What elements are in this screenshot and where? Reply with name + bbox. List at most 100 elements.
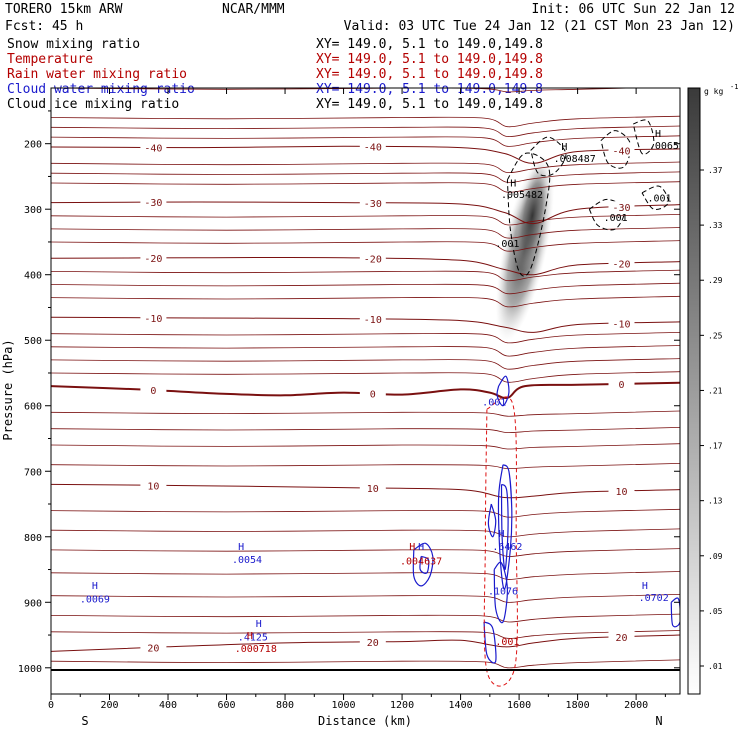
pressure-contour-15 <box>51 358 680 370</box>
y-tick-label-0: 200 <box>24 140 42 151</box>
annotation-9: H <box>418 542 424 553</box>
x-axis-label: Distance (km) <box>318 714 412 728</box>
cloud-water-contour-5 <box>483 621 497 664</box>
pressure-contour-1 <box>51 115 680 128</box>
x-tick-label-9: 1800 <box>566 700 590 711</box>
pressure-contour-2 <box>51 125 680 138</box>
annotation-8: H <box>409 542 415 553</box>
isotherm-label-bg-3c <box>608 317 635 330</box>
legend-name-3: Cloud water mixing ratio <box>7 82 195 97</box>
colorbar-tick-label-5: .21 <box>708 386 723 395</box>
colorbar-tick-label-9: .37 <box>708 166 723 175</box>
isotherm-label-5b: 10 <box>367 484 379 495</box>
x-tick-label-5: 1000 <box>332 700 356 711</box>
temperature-contours <box>51 88 680 669</box>
cloud-water-contour-8 <box>670 597 680 628</box>
pressure-contour-5 <box>51 171 680 183</box>
isotherm-label-bg-2b <box>359 252 386 265</box>
annotation-26: .001 <box>604 213 628 224</box>
y-tick-label-3: 500 <box>24 336 42 347</box>
legend-xy-1: XY= 149.0, 5.1 to 149.0,149.8 <box>316 52 543 67</box>
isotherm-2 <box>51 256 680 276</box>
annotation-10: .004637 <box>400 556 442 567</box>
cloud-water-contour-4 <box>493 561 509 624</box>
y-tick-label-5: 700 <box>24 467 42 478</box>
cloud-water-contour-3 <box>487 503 497 538</box>
pressure-contour-8 <box>51 227 680 239</box>
pressure-contour-10 <box>51 269 680 282</box>
valid-time: Valid: 03 UTC Tue 24 Jan 12 (21 CST Mon … <box>344 19 735 34</box>
legend-name-0: Snow mixing ratio <box>7 37 140 52</box>
isotherm-label-bg-1b <box>359 196 386 209</box>
isotherm-label-bg-3b <box>359 313 386 326</box>
isotherm-label-1c: -30 <box>612 203 630 214</box>
isotherm-label-0a: -40 <box>144 143 162 154</box>
isotherm-label-3c: -10 <box>612 319 630 330</box>
pressure-contour-7 <box>51 214 680 226</box>
isotherm-label-bg-1c <box>608 201 635 214</box>
isotherm-label-bg-4c <box>608 377 635 390</box>
y-axis-label: Pressure (hPa) <box>1 339 15 440</box>
pressure-contour-20 <box>51 463 680 470</box>
colorbar-tick-label-6: .25 <box>708 331 723 340</box>
x-tick-label-7: 1400 <box>449 700 473 711</box>
pressure-contour-26 <box>51 613 680 623</box>
plot-area <box>51 88 680 687</box>
legend-name-4: Cloud ice mixing ratio <box>7 97 179 112</box>
isotherm-label-3a: -10 <box>144 314 162 325</box>
annotation-19: .005482 <box>501 190 543 201</box>
y-tick-label-8: 1000 <box>18 664 42 675</box>
pressure-contour-28 <box>51 659 680 669</box>
annotation-11: H <box>499 529 505 540</box>
annotation-20: H <box>561 142 567 153</box>
annotation-14: .001 <box>495 637 519 648</box>
isotherm-4 <box>51 381 680 400</box>
isotherm-label-2c: -20 <box>612 259 630 270</box>
isotherm-label-6a: 20 <box>147 643 159 654</box>
pressure-contour-22 <box>51 528 680 538</box>
y-tick-label-1: 300 <box>24 205 42 216</box>
rain-water-contour-0 <box>483 396 518 687</box>
isotherm-label-0b: -40 <box>364 143 382 154</box>
colorbar-tick-label-7: .29 <box>708 276 723 285</box>
isotherm-label-5a: 10 <box>147 481 159 492</box>
pressure-contour-0 <box>51 88 645 93</box>
pressure-contour-17 <box>51 410 680 417</box>
cloud-ice-contour-4 <box>588 198 626 231</box>
pressure-contour-16 <box>51 371 680 383</box>
cloud-ice-contour-5 <box>641 185 669 211</box>
isotherm-label-bg-3a <box>140 311 167 324</box>
annotation-1: .0069 <box>80 594 110 605</box>
isotherm-label-bg-4a <box>140 384 167 397</box>
colorbar: g kg -1 .01 .05 .09 .13 .17 .21 .25 .29 .33 .37 <box>687 83 738 695</box>
isotherm-label-bg-1a <box>140 196 167 209</box>
cloud-ice-contour-3 <box>632 119 655 155</box>
axes: 0 200 400 600 800 1000 1200 1400 1600 1800 2000200… <box>18 88 680 711</box>
cloud-water-contour-0 <box>496 375 510 407</box>
init-time: Init: 06 UTC Sun 22 Jan 12 <box>532 2 736 17</box>
south-end-label: S <box>81 714 88 728</box>
pressure-contour-24 <box>51 571 680 580</box>
y-tick-label-6: 800 <box>24 533 42 544</box>
colorbar-tick-label-4: .17 <box>708 442 723 451</box>
pressure-contour-27 <box>51 630 680 639</box>
pressure-contour-23 <box>51 548 680 557</box>
isotherm-label-bg-2a <box>140 251 167 264</box>
annotation-13: .1076 <box>488 586 518 597</box>
pressure-contour-19 <box>51 443 680 450</box>
cloud-water-contours <box>412 375 680 664</box>
x-tick-label-0: 0 <box>48 700 54 711</box>
isotherm-0 <box>51 145 680 164</box>
isotherm-label-2a: -20 <box>144 254 162 265</box>
isotherm-label-6c: 20 <box>615 633 627 644</box>
isotherm-6 <box>51 634 680 652</box>
isotherm-5 <box>51 483 680 499</box>
legend-name-1: Temperature <box>7 52 93 67</box>
rain-water-contours <box>483 396 518 687</box>
cloud-ice-contours <box>506 119 669 277</box>
isotherm-label-0c: -40 <box>612 146 630 157</box>
isotherm-label-6b: 20 <box>367 638 379 649</box>
